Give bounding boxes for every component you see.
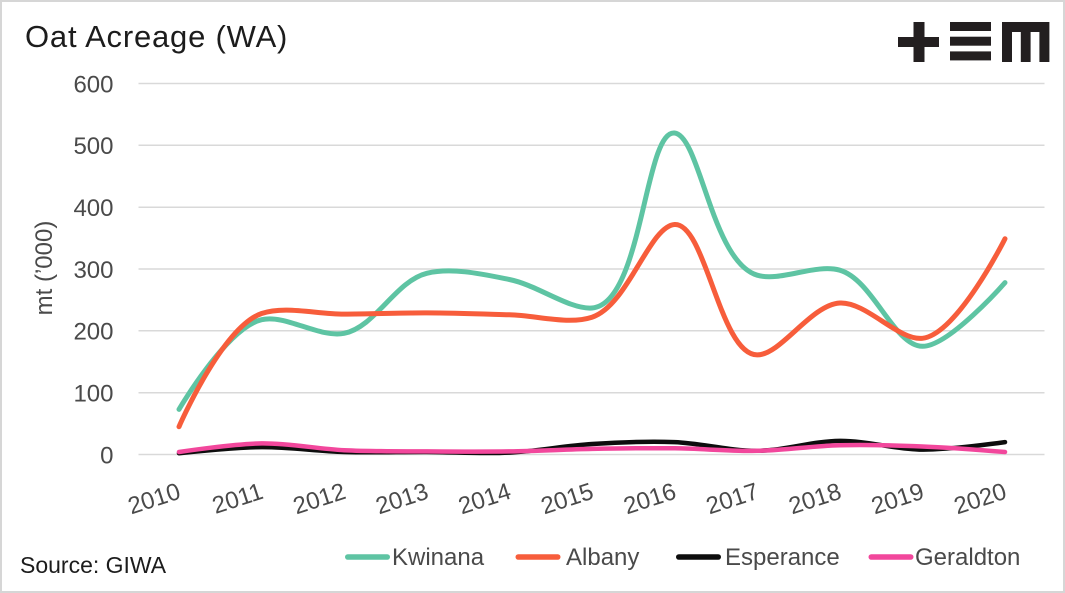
svg-text:500: 500 <box>73 133 113 160</box>
svg-text:2012: 2012 <box>290 478 349 520</box>
svg-text:2013: 2013 <box>373 478 432 520</box>
svg-text:Kwinana: Kwinana <box>392 544 485 571</box>
svg-text:100: 100 <box>73 380 113 407</box>
svg-text:2020: 2020 <box>951 478 1010 520</box>
svg-text:600: 600 <box>73 71 113 98</box>
svg-text:200: 200 <box>73 319 113 346</box>
svg-text:2014: 2014 <box>455 478 514 520</box>
svg-text:300: 300 <box>73 257 113 284</box>
svg-text:Esperance: Esperance <box>725 544 840 571</box>
svg-text:2011: 2011 <box>209 478 266 520</box>
svg-text:Albany: Albany <box>566 544 639 571</box>
svg-text:Source: GIWA: Source: GIWA <box>20 552 167 578</box>
svg-text:2015: 2015 <box>538 478 597 520</box>
svg-text:Oat Acreage (WA): Oat Acreage (WA) <box>25 19 288 54</box>
svg-text:400: 400 <box>73 195 113 222</box>
svg-text:2010: 2010 <box>125 478 184 520</box>
svg-text:0: 0 <box>100 442 113 469</box>
svg-text:2017: 2017 <box>703 478 762 520</box>
svg-text:2019: 2019 <box>868 478 927 520</box>
svg-text:mt (’000): mt (’000) <box>31 221 58 316</box>
svg-text:2016: 2016 <box>620 478 679 520</box>
svg-text:2018: 2018 <box>786 478 845 520</box>
svg-text:Geraldton: Geraldton <box>915 544 1020 571</box>
